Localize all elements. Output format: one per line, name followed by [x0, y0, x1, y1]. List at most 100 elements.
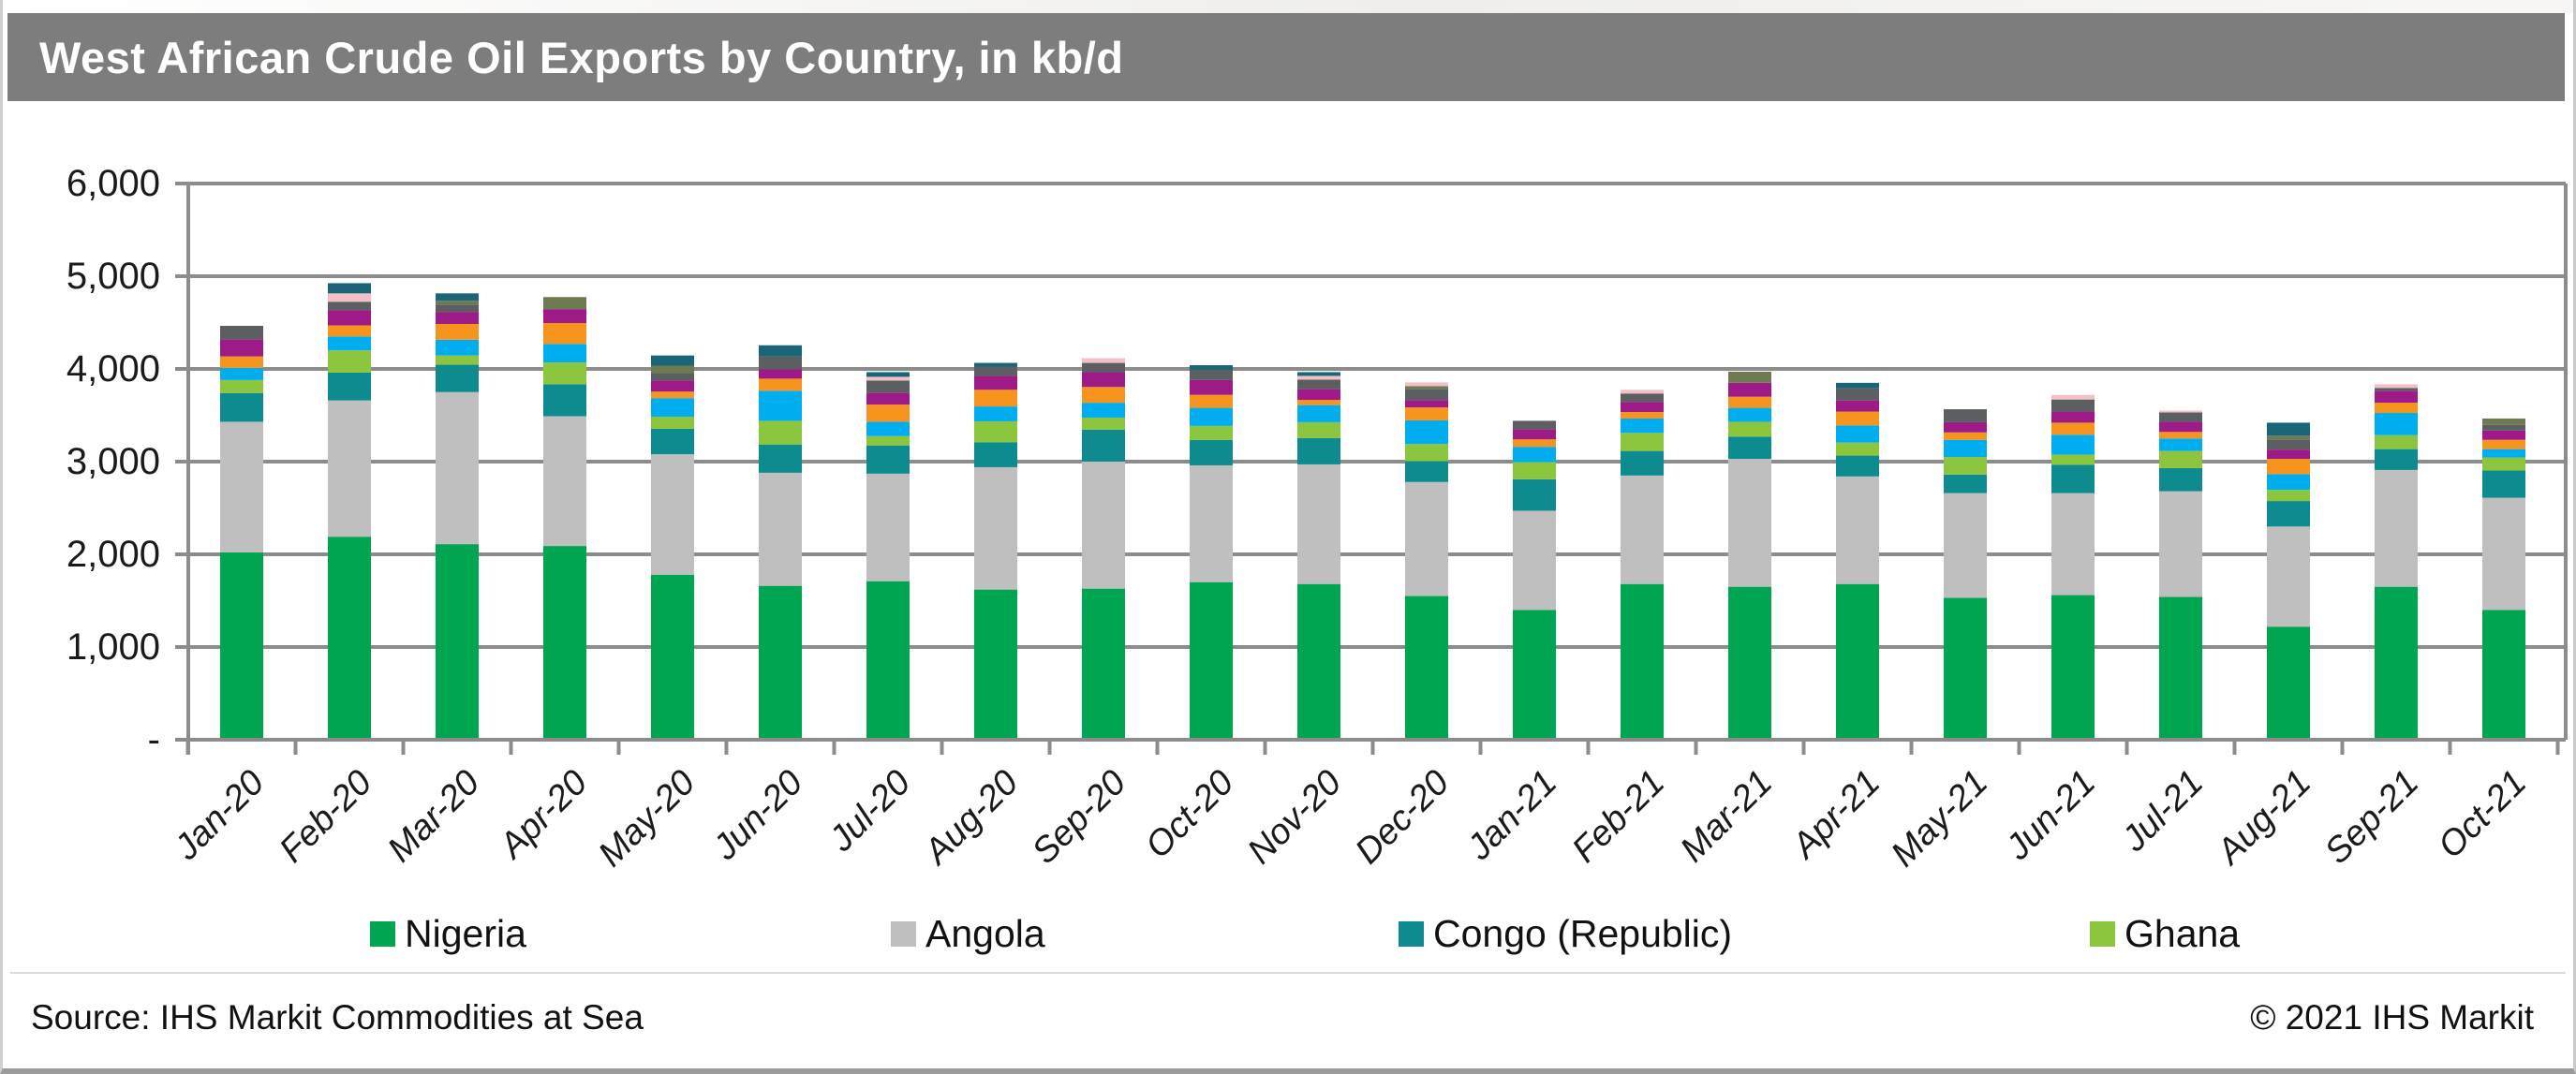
x-axis-category-label: Mar-21: [1673, 763, 1780, 870]
bar-segment: [2159, 438, 2202, 451]
legend-item-angola: Angola: [891, 912, 1045, 956]
bar-segment: [543, 362, 586, 385]
bar-segment: [651, 574, 694, 740]
bar-segment: [866, 405, 910, 422]
x-axis-category-label: Oct-20: [1138, 763, 1241, 866]
bar-segment: [651, 416, 694, 429]
bar-segment: [1836, 411, 1879, 426]
bar-segment: [543, 309, 586, 323]
bar-segment: [1297, 463, 1340, 584]
y-axis-tick-label: 3,000: [67, 441, 160, 482]
x-axis-category-label: Jun-21: [1998, 763, 2104, 869]
y-axis-tick-label: 5,000: [67, 256, 160, 297]
bar-segment: [2482, 470, 2525, 498]
bar-segment: [2482, 424, 2525, 431]
bar-segment: [1836, 400, 1879, 412]
top-strip: [3, 0, 2573, 13]
bar-segment: [436, 391, 479, 545]
x-axis-category-label: Jun-20: [705, 763, 811, 869]
bar-segment: [2375, 449, 2418, 470]
x-axis-category-label: Dec-20: [1348, 763, 1457, 872]
bar-segment: [866, 435, 910, 446]
x-axis-category-label: Jul-21: [2114, 763, 2212, 861]
bar-segment: [220, 356, 263, 369]
y-axis-tick-label: 2,000: [67, 534, 160, 575]
bar-segment: [1621, 475, 1664, 584]
bar-segment: [328, 336, 371, 351]
bar-segment: [328, 350, 371, 373]
bar-segment: [651, 428, 694, 455]
bar-segment: [974, 362, 1017, 367]
bar-segment: [2482, 457, 2525, 471]
legend-label: Angola: [925, 912, 1045, 955]
bar-aug-21: [2267, 422, 2310, 740]
bar-segment: [1405, 400, 1448, 408]
bar-segment: [1297, 437, 1340, 464]
bar-sep-20: [1082, 358, 1125, 740]
bar-segment: [543, 322, 586, 345]
bar-segment: [436, 312, 479, 324]
bar-segment: [1190, 407, 1233, 426]
bar-segment: [543, 546, 586, 740]
bar-segment: [436, 323, 479, 340]
bar-segment: [436, 304, 479, 313]
bar-segment: [974, 420, 1017, 443]
bar-segment: [1836, 382, 1879, 389]
bar-feb-21: [1621, 390, 1664, 740]
y-axis-tick-label: -: [148, 719, 160, 760]
bar-segment: [866, 473, 910, 581]
bar-segment: [2375, 413, 2418, 435]
bar-segment: [1513, 420, 1556, 430]
bar-segment: [220, 552, 263, 740]
bar-segment: [2267, 490, 2310, 502]
bar-segment: [1944, 493, 1987, 598]
bar-segment: [543, 297, 586, 310]
legend-swatch: [2090, 921, 2115, 947]
bar-jul-21: [2159, 410, 2202, 740]
y-axis-tick-label: 1,000: [67, 626, 160, 668]
bar-segment: [2267, 439, 2310, 450]
bar-segment: [2482, 418, 2525, 425]
bar-segment: [759, 444, 802, 473]
x-axis-category-label: Feb-20: [273, 763, 380, 871]
bar-segment: [1190, 379, 1233, 395]
bar-segment: [1728, 382, 1771, 397]
bar-segment: [759, 585, 802, 740]
legend-label: Nigeria: [405, 912, 526, 955]
bar-segment: [974, 466, 1017, 590]
bar-segment: [1944, 474, 1987, 493]
x-axis-category-label: Jan-21: [1459, 763, 1565, 869]
bar-apr-20: [543, 297, 586, 740]
bar-segment: [328, 537, 371, 740]
bar-segment: [1836, 455, 1879, 477]
bar-jun-20: [759, 345, 802, 740]
bar-segment: [2051, 595, 2095, 740]
bar-segment: [1082, 372, 1125, 388]
bar-sep-21: [2375, 384, 2418, 740]
bar-segment: [1297, 400, 1340, 405]
bar-segment: [2482, 430, 2525, 440]
bar-segment: [1405, 419, 1448, 445]
bar-segment: [2375, 586, 2418, 740]
x-axis-category-label: Oct-21: [2431, 763, 2534, 866]
bar-segment: [1405, 444, 1448, 462]
bar-segment: [2267, 526, 2310, 627]
bar-segment: [2051, 434, 2095, 455]
legend-swatch: [1399, 921, 1424, 947]
bar-segment: [1297, 389, 1340, 401]
bar-segment: [436, 364, 479, 392]
bar-segment: [866, 392, 910, 405]
bar-segment: [1621, 390, 1664, 394]
bar-segment: [759, 356, 802, 370]
x-axis-category-label: May-21: [1884, 763, 1995, 875]
bar-segment: [1728, 459, 1771, 587]
bar-segment: [1190, 581, 1233, 740]
bar-segment: [866, 581, 910, 740]
bar-segment: [2051, 464, 2095, 493]
bar-segment: [1082, 417, 1125, 430]
bar-segment: [2159, 410, 2202, 413]
bar-segment: [1836, 442, 1879, 456]
legend-label: Ghana: [2124, 912, 2241, 955]
copyright-note: © 2021 IHS Markit: [2250, 998, 2534, 1037]
bar-segment: [1944, 439, 1987, 458]
